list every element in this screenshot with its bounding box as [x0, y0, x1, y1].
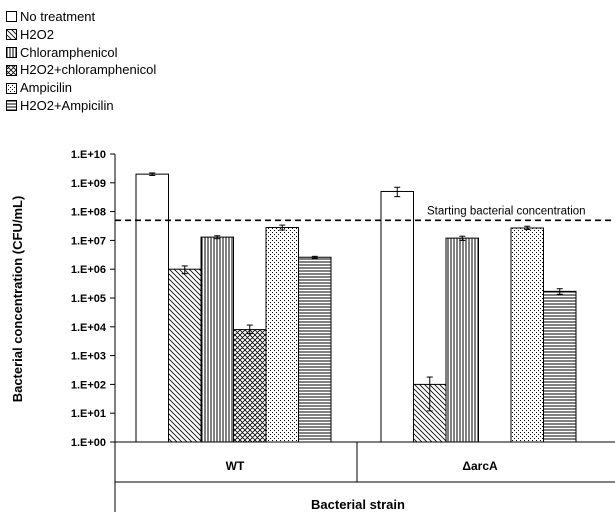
- y-tick-label: 1.E+09: [71, 178, 106, 190]
- error-bar: [149, 172, 156, 176]
- bar-h2o2-chloramphenicol-wt: [233, 329, 267, 443]
- legend-item: H2O2: [6, 26, 156, 44]
- legend-item: H2O2+chloramphenicol: [6, 61, 156, 79]
- chart-legend: No treatment H2O2 Chloramphenicol H2O2+c…: [6, 8, 156, 115]
- bar-no-treatment-wt: [135, 173, 169, 443]
- legend-item: No treatment: [6, 8, 156, 26]
- bar-no-treatment-arca: [380, 190, 414, 443]
- bar-h2o2-ampicilin-wt: [298, 256, 332, 443]
- y-tick-label: 1.E+00: [71, 437, 106, 449]
- legend-label: No treatment: [20, 9, 96, 24]
- y-tick-label: 1.E+02: [71, 379, 106, 391]
- y-axis-title: Bacterial concentration (CFU/mL): [10, 196, 25, 403]
- y-tick-label: 1.E+05: [71, 293, 106, 305]
- legend-swatch-h2o2-ampicilin: [6, 100, 17, 112]
- error-bar: [246, 324, 253, 335]
- y-tick-label: 1.E+08: [71, 207, 106, 219]
- error-bar: [426, 376, 433, 412]
- legend-swatch-ampicilin: [6, 82, 17, 94]
- legend-swatch-h2o2: [6, 29, 17, 41]
- legend-label: Ampicilin: [20, 80, 73, 96]
- error-bar: [311, 255, 318, 259]
- legend-item: Ampicilin: [6, 79, 156, 97]
- legend-swatch-no-treatment: [6, 11, 17, 23]
- y-tick-label: 1.E+10: [71, 149, 106, 161]
- legend-label: Chloramphenicol: [20, 44, 118, 60]
- bar-h2o2-ampicilin-arca: [543, 290, 577, 443]
- reference-line-label: Starting bacterial concentration: [427, 205, 586, 217]
- error-bar: [556, 288, 563, 295]
- error-bar: [524, 225, 531, 230]
- legend-label: H2O2: [20, 26, 54, 42]
- category-label-arca: ΔarcA: [462, 459, 498, 473]
- legend-label: H2O2+Ampicilin: [20, 97, 114, 113]
- bar-chloramphenicol-wt: [200, 236, 234, 443]
- y-tick-label: 1.E+03: [71, 351, 106, 363]
- legend-item: H2O2+Ampicilin: [6, 97, 156, 115]
- legend-swatch-h2o2-chloramphenicol: [6, 64, 17, 76]
- error-bar: [181, 265, 188, 275]
- x-axis-title: Bacterial strain: [311, 497, 405, 512]
- category-label-wt: WT: [226, 459, 245, 473]
- error-bar: [459, 235, 466, 241]
- y-tick-label: 1.E+04: [71, 322, 107, 334]
- y-tick-label: 1.E+06: [71, 264, 106, 276]
- y-tick-label: 1.E+07: [71, 235, 106, 247]
- error-bar: [279, 224, 286, 231]
- error-bar: [214, 235, 221, 240]
- error-bar: [394, 186, 401, 198]
- bar-ampicilin-wt: [265, 227, 299, 443]
- bar-h2o2-wt: [168, 268, 202, 443]
- bar-chloramphenicol-arca: [445, 237, 479, 443]
- legend-item: Chloramphenicol: [6, 44, 156, 62]
- bar-ampicilin-arca: [510, 227, 544, 443]
- legend-swatch-chloramphenicol: [6, 46, 17, 58]
- y-tick-label: 1.E+01: [71, 408, 106, 420]
- legend-label: H2O2+chloramphenicol: [20, 62, 157, 78]
